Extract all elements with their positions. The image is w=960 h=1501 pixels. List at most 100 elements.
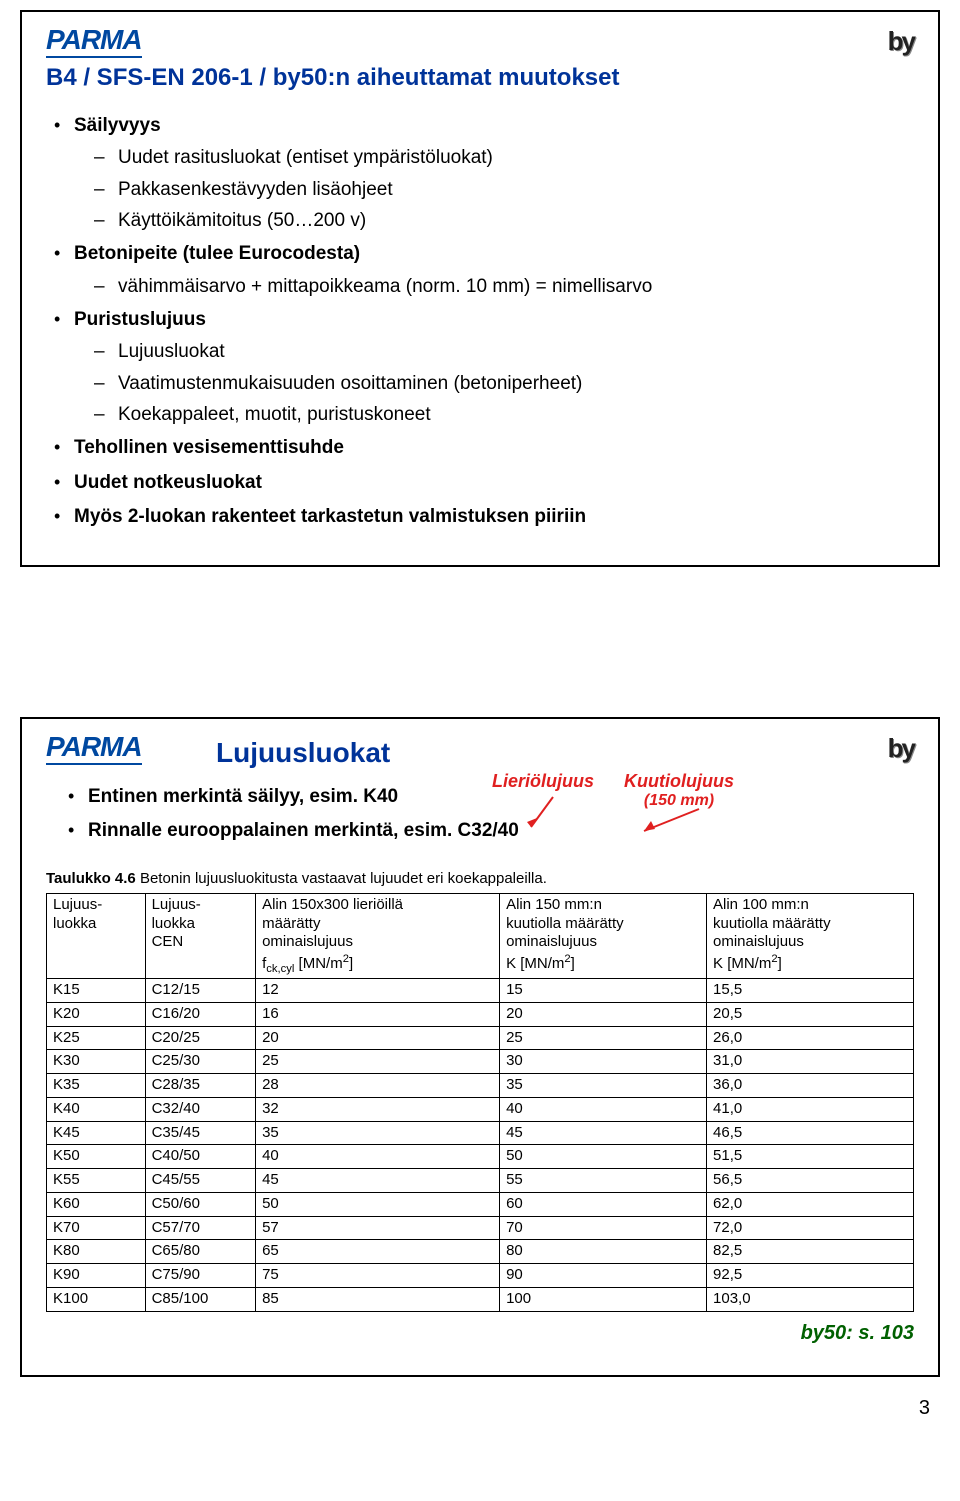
- slide2-bullets: Entinen merkintä säilyy, esim. K40 Rinna…: [46, 781, 914, 848]
- table-row: K100C85/10085100103,0: [47, 1287, 914, 1311]
- table-cell: K90: [47, 1264, 146, 1288]
- table-cell: K50: [47, 1145, 146, 1169]
- table-row: K80C65/80658082,5: [47, 1240, 914, 1264]
- col-100mm: Alin 100 mm:nkuutiolla määrättyominaislu…: [707, 893, 914, 978]
- table-cell: C45/55: [145, 1169, 256, 1193]
- slide1-title: B4 / SFS-EN 206-1 / by50:n aiheuttamat m…: [46, 64, 914, 92]
- table-cell: C25/30: [145, 1050, 256, 1074]
- item-betonipeite: Betonipeite (tulee Eurocodesta): [74, 243, 360, 264]
- sub-item: Vaatimustenmukaisuuden osoittaminen (bet…: [118, 368, 914, 399]
- table-cell: 103,0: [707, 1287, 914, 1311]
- table-cell: 20,5: [707, 1002, 914, 1026]
- table-cell: K100: [47, 1287, 146, 1311]
- table-cell: 40: [256, 1145, 500, 1169]
- table-row: K90C75/90759092,5: [47, 1264, 914, 1288]
- table-cell: C32/40: [145, 1097, 256, 1121]
- table-cell: C50/60: [145, 1192, 256, 1216]
- table-cell: K45: [47, 1121, 146, 1145]
- table-cell: K30: [47, 1050, 146, 1074]
- table-cell: C57/70: [145, 1216, 256, 1240]
- table-cell: 31,0: [707, 1050, 914, 1074]
- table-cell: K60: [47, 1192, 146, 1216]
- table-cell: K80: [47, 1240, 146, 1264]
- table-cell: 41,0: [707, 1097, 914, 1121]
- table-cell: 35: [256, 1121, 500, 1145]
- sub-item: vähimmäisarvo + mittapoikkeama (norm. 10…: [118, 271, 914, 302]
- table-row: K25C20/25202526,0: [47, 1026, 914, 1050]
- table-cell: C85/100: [145, 1287, 256, 1311]
- table-cell: K70: [47, 1216, 146, 1240]
- parma-logo: PARMA: [46, 26, 142, 58]
- sub-item: Koekappaleet, muotit, puristuskoneet: [118, 399, 914, 430]
- table-cell: 80: [500, 1240, 707, 1264]
- table-cell: C40/50: [145, 1145, 256, 1169]
- table-cell: 62,0: [707, 1192, 914, 1216]
- table-cell: 60: [500, 1192, 707, 1216]
- table-row: K50C40/50405051,5: [47, 1145, 914, 1169]
- bullet-rinnalle: Rinnalle eurooppalainen merkintä, esim. …: [88, 820, 519, 841]
- table-cell: 30: [500, 1050, 707, 1074]
- col-150mm: Alin 150 mm:nkuutiolla määrättyominaislu…: [500, 893, 707, 978]
- table-cell: 28: [256, 1074, 500, 1098]
- by-logo: by: [888, 26, 914, 57]
- table-cell: 55: [500, 1169, 707, 1193]
- table-cell: 50: [500, 1145, 707, 1169]
- slide1-list: Säilyvyys Uudet rasitusluokat (entiset y…: [46, 110, 914, 533]
- table-cell: C65/80: [145, 1240, 256, 1264]
- table-cell: 20: [256, 1026, 500, 1050]
- slide2-title: Lujuusluokat: [216, 737, 914, 769]
- item-tehollinen: Tehollinen vesisementtisuhde: [74, 437, 344, 458]
- strength-table: Lujuus-luokka Lujuus-luokkaCEN Alin 150x…: [46, 893, 914, 1312]
- table-header-row: Lujuus-luokka Lujuus-luokkaCEN Alin 150x…: [47, 893, 914, 978]
- table-cell: 57: [256, 1216, 500, 1240]
- by-logo: by: [888, 733, 914, 764]
- sub-item: Uudet rasitusluokat (entiset ympäristölu…: [118, 142, 914, 173]
- table-cell: K25: [47, 1026, 146, 1050]
- table-cell: 36,0: [707, 1074, 914, 1098]
- table-cell: 85: [256, 1287, 500, 1311]
- slide-2: PARMA by Lujuusluokat Lieriölujuus Kuuti…: [20, 717, 940, 1376]
- table-cell: C16/20: [145, 1002, 256, 1026]
- table-cell: 70: [500, 1216, 707, 1240]
- bullet-entinen: Entinen merkintä säilyy, esim. K40: [88, 786, 398, 807]
- table-cell: C75/90: [145, 1264, 256, 1288]
- table-body: K15C12/15121515,5K20C16/20162020,5K25C20…: [47, 979, 914, 1312]
- sub-item: Lujuusluokat: [118, 336, 914, 367]
- table-row: K15C12/15121515,5: [47, 979, 914, 1003]
- table-cell: 26,0: [707, 1026, 914, 1050]
- col-lujuusluokka-cen: Lujuus-luokkaCEN: [145, 893, 256, 978]
- col-lujuusluokka: Lujuus-luokka: [47, 893, 146, 978]
- table-cell: 75: [256, 1264, 500, 1288]
- table-cell: K40: [47, 1097, 146, 1121]
- table-cell: 35: [500, 1074, 707, 1098]
- sub-item: Pakkasenkestävyyden lisäohjeet: [118, 174, 914, 205]
- logo-row: PARMA by: [46, 26, 914, 58]
- table-row: K55C45/55455556,5: [47, 1169, 914, 1193]
- table-cell: 32: [256, 1097, 500, 1121]
- table-cell: C28/35: [145, 1074, 256, 1098]
- table-cell: 50: [256, 1192, 500, 1216]
- footer-reference: by50: s. 103: [46, 1322, 914, 1345]
- table-cell: 72,0: [707, 1216, 914, 1240]
- table-cell: C12/15: [145, 979, 256, 1003]
- table-cell: 45: [500, 1121, 707, 1145]
- table-row: K40C32/40324041,0: [47, 1097, 914, 1121]
- table-cell: 12: [256, 979, 500, 1003]
- table-cell: 51,5: [707, 1145, 914, 1169]
- table-cell: 100: [500, 1287, 707, 1311]
- table-cell: 56,5: [707, 1169, 914, 1193]
- table-cell: 46,5: [707, 1121, 914, 1145]
- table-cell: K35: [47, 1074, 146, 1098]
- parma-logo: PARMA: [46, 733, 142, 765]
- table-row: K45C35/45354546,5: [47, 1121, 914, 1145]
- table-cell: 16: [256, 1002, 500, 1026]
- slide-1: PARMA by B4 / SFS-EN 206-1 / by50:n aihe…: [20, 10, 940, 567]
- caption-num: Taulukko 4.6: [46, 870, 136, 887]
- item-sailyvyys: Säilyvyys: [74, 115, 161, 136]
- caption-text: Betonin lujuusluokitusta vastaavat lujuu…: [140, 870, 547, 887]
- table-row: K30C25/30253031,0: [47, 1050, 914, 1074]
- table-cell: 65: [256, 1240, 500, 1264]
- table-cell: 45: [256, 1169, 500, 1193]
- table-row: K20C16/20162020,5: [47, 1002, 914, 1026]
- item-2luokan: Myös 2-luokan rakenteet tarkastetun valm…: [74, 506, 586, 527]
